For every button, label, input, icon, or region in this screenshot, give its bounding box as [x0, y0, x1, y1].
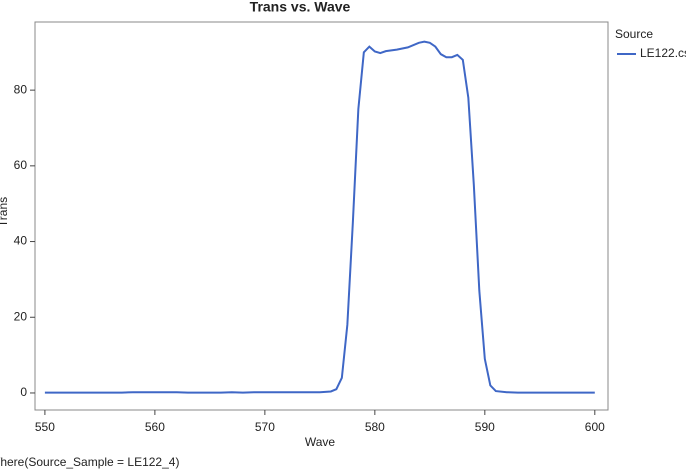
x-tick-label: 560: [145, 420, 165, 434]
y-axis-label: Trans: [0, 197, 10, 227]
x-tick-label: 570: [255, 420, 275, 434]
line-series: [44, 40, 595, 394]
x-axis-label: Wave: [305, 435, 336, 449]
legend-title: Source: [615, 27, 653, 41]
x-tick-label: 590: [475, 420, 495, 434]
plot-frame: [34, 21, 609, 411]
y-tick-label: 0: [20, 385, 27, 399]
legend-label: LE122.csv: [640, 46, 686, 60]
y-tick-label: 60: [14, 158, 28, 172]
x-tick-label: 600: [585, 420, 605, 434]
x-tick-label: 550: [35, 420, 55, 434]
chart-title: Trans vs. Wave: [250, 0, 351, 15]
y-tick-label: 80: [14, 82, 28, 96]
y-tick-label: 40: [14, 234, 28, 248]
x-tick-label: 580: [365, 420, 385, 434]
footer: Where(Source_Sample = LE122_4): [0, 455, 179, 469]
y-tick-label: 20: [14, 309, 28, 323]
